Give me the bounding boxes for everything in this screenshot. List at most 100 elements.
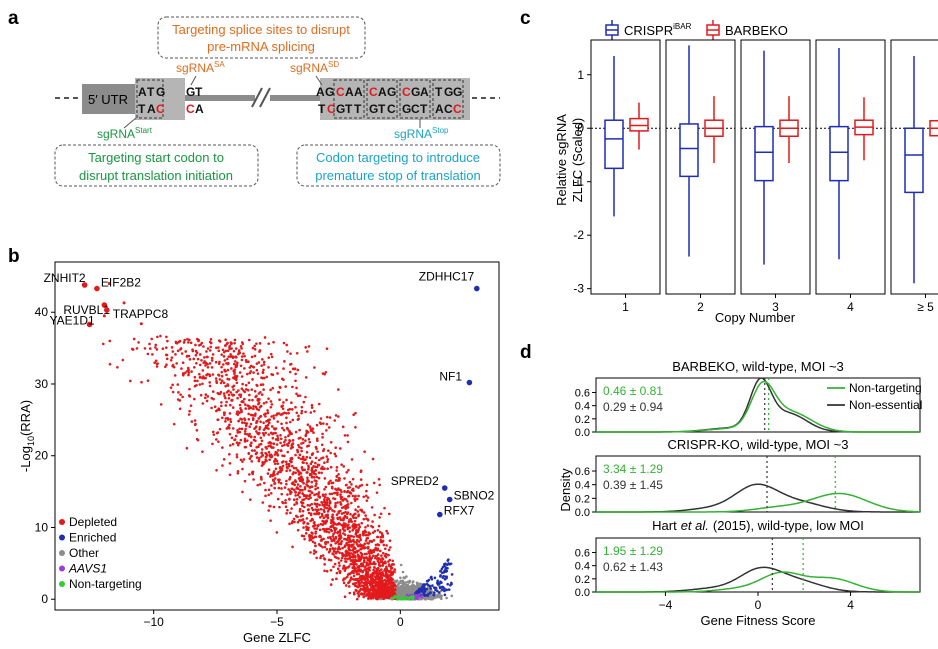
point-depleted — [376, 559, 380, 563]
point-depleted — [377, 564, 381, 567]
point-depleted — [281, 444, 284, 448]
plot-d-ylabel: Density — [558, 468, 573, 512]
point-depleted — [328, 492, 332, 496]
point-depleted — [240, 355, 244, 358]
point-depleted — [321, 436, 324, 439]
point-depleted — [367, 597, 370, 600]
point-depleted — [334, 501, 337, 505]
point-depleted — [291, 442, 294, 446]
point-depleted — [323, 505, 326, 509]
point-depleted — [165, 363, 168, 367]
point-depleted — [291, 418, 295, 422]
point-depleted — [301, 498, 304, 502]
point-depleted — [354, 508, 357, 512]
point-depleted — [376, 589, 380, 593]
point-depleted — [234, 355, 238, 358]
point-depleted — [362, 495, 365, 499]
point-depleted — [296, 483, 300, 486]
point-depleted — [258, 428, 261, 431]
point-depleted — [236, 469, 240, 473]
point-depleted — [352, 553, 355, 556]
point-depleted — [299, 457, 303, 461]
point-depleted — [334, 504, 337, 507]
point-depleted — [257, 402, 260, 406]
point-depleted — [306, 423, 310, 426]
point-other — [402, 576, 406, 579]
point-depleted — [362, 517, 366, 521]
sgrna-sd-arrow — [315, 75, 323, 86]
point-depleted — [153, 361, 156, 364]
codon-letter: C — [453, 102, 462, 116]
point-depleted — [321, 465, 324, 469]
point-depleted — [251, 346, 255, 350]
point-depleted — [249, 364, 253, 368]
point-depleted — [294, 480, 298, 484]
point-depleted — [348, 538, 351, 542]
point-depleted — [293, 367, 297, 370]
point-depleted — [294, 466, 298, 470]
point-depleted — [159, 334, 162, 338]
point-depleted — [301, 509, 305, 513]
point-depleted — [354, 411, 357, 415]
point-depleted — [331, 578, 334, 581]
point-depleted — [247, 412, 250, 416]
point-depleted — [284, 498, 287, 502]
panel-label-d: d — [520, 342, 532, 363]
facet-frame — [590, 39, 661, 295]
point-depleted — [262, 363, 266, 366]
point-depleted — [276, 453, 279, 456]
point-depleted — [281, 407, 285, 411]
y-tick-label: 0.4 — [575, 480, 590, 492]
plot-c-facets — [590, 39, 938, 295]
point-depleted — [223, 411, 226, 415]
point-depleted — [270, 441, 273, 445]
point-depleted — [324, 502, 328, 506]
point-depleted — [169, 386, 173, 389]
point-depleted — [354, 577, 358, 581]
point-depleted — [304, 458, 307, 461]
point-depleted — [375, 577, 379, 580]
point-depleted — [353, 547, 356, 551]
point-depleted — [259, 414, 263, 418]
point-depleted — [304, 532, 308, 535]
point-depleted — [228, 423, 231, 427]
legend-label: CRISPRiBAR — [624, 22, 692, 38]
point-depleted — [329, 537, 333, 540]
point-depleted — [369, 573, 373, 577]
point-depleted — [260, 364, 263, 367]
point-depleted — [211, 430, 215, 434]
point-depleted — [378, 571, 382, 575]
point-depleted — [284, 385, 287, 388]
point-depleted — [304, 439, 307, 442]
point-depleted — [312, 476, 316, 479]
facet-frame — [665, 39, 736, 295]
point-depleted — [317, 508, 320, 512]
point-depleted — [194, 343, 197, 347]
point-depleted — [184, 371, 187, 374]
point-depleted — [267, 356, 271, 359]
point-depleted — [245, 439, 249, 442]
point-depleted — [335, 469, 338, 472]
point-depleted — [333, 510, 336, 513]
point-depleted — [165, 357, 169, 361]
point-depleted — [311, 427, 315, 430]
plot-b-xlabel: Gene ZLFC — [243, 630, 311, 645]
y-tick-label: 0.2 — [575, 493, 590, 505]
point-depleted — [248, 473, 251, 476]
point-depleted — [373, 562, 376, 566]
point-depleted — [325, 455, 329, 458]
point-depleted — [233, 368, 237, 371]
point-depleted — [301, 468, 304, 471]
point-enriched — [419, 587, 423, 590]
point-depleted — [327, 504, 331, 507]
point-depleted — [305, 429, 309, 433]
point-depleted — [311, 532, 314, 535]
point-other — [438, 593, 442, 596]
point-depleted — [236, 396, 239, 400]
point-depleted — [222, 355, 226, 358]
point-depleted — [237, 419, 240, 423]
point-depleted — [196, 357, 200, 361]
point-depleted — [217, 440, 220, 443]
point-depleted — [361, 545, 365, 549]
